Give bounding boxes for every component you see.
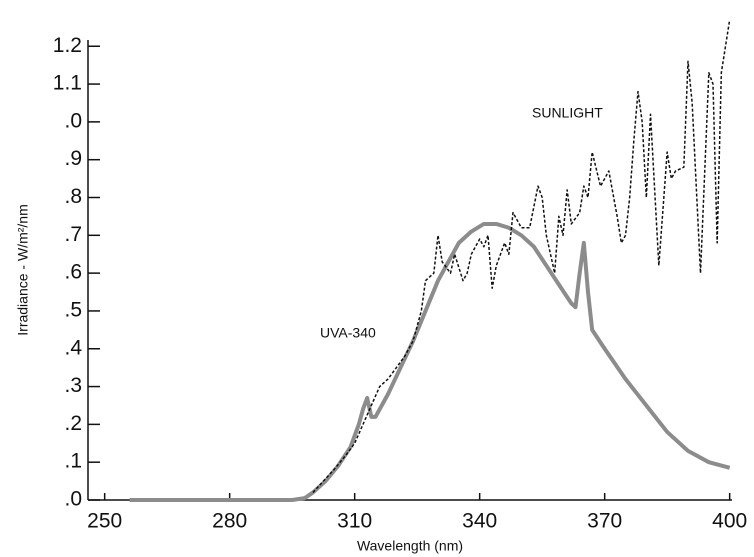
- sunlight-line: [312, 19, 731, 493]
- y-tick-label: .5: [64, 298, 82, 321]
- y-tick-label: 1.2: [53, 34, 82, 57]
- uva-line: [129, 221, 731, 502]
- x-tick-label: 250: [87, 510, 122, 533]
- annotation: SUNLIGHT: [532, 105, 603, 121]
- y-tick-label: .3: [64, 374, 82, 397]
- annotation: UVA-340: [320, 325, 376, 341]
- x-tick-label: 310: [337, 510, 372, 533]
- y-tick-label: .7: [64, 223, 82, 246]
- y-tick-label: .8: [64, 185, 82, 208]
- y-tick-label: .4: [64, 336, 82, 359]
- y-tick-label: .0: [64, 488, 82, 511]
- y-axis-label: Irradiance - W/m²/nm: [15, 204, 31, 335]
- x-tick-label: 280: [212, 510, 247, 533]
- x-tick-label: 370: [587, 510, 622, 533]
- y-tick-label: .0: [64, 109, 82, 132]
- y-tick-label: .9: [64, 147, 82, 170]
- x-tick-label: 400: [712, 510, 747, 533]
- y-tick-label: 1.1: [53, 72, 82, 95]
- x-tick-label: 340: [462, 510, 497, 533]
- x-axis-label: Wavelength (nm): [357, 538, 463, 554]
- y-tick-label: .1: [64, 450, 82, 473]
- y-tick-label: .6: [64, 261, 82, 284]
- y-tick-label: .2: [64, 412, 82, 435]
